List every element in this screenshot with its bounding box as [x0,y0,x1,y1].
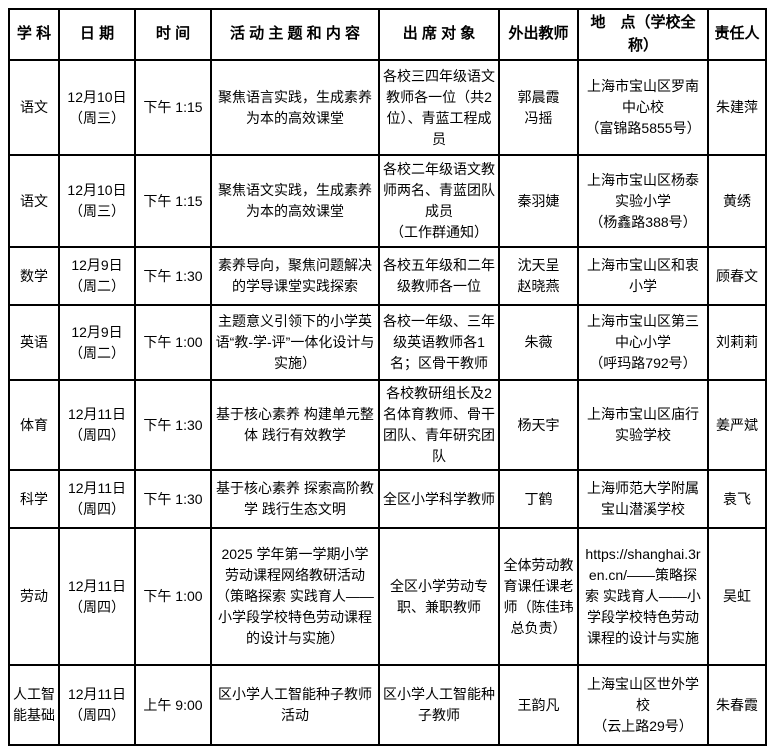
cell-location: 上海宝山区世外学校 （云上路29号） [577,664,709,746]
cell-date: 12月9日 （周二） [58,246,136,306]
cell-date: 12月11日 （周四） [58,379,136,471]
cell-teachers: 杨天宇 [498,379,579,471]
cell-attendees: 区小学人工智能种子教师 [378,664,500,746]
cell-subject: 英语 [8,304,60,381]
cell-attendees: 各校二年级语文教师两名、青蓝团队成员 （工作群通知） [378,154,500,248]
table-row: 语文 12月10日 （周三） 下午 1:15 聚焦语文实践，生成素养为本的高效课… [8,154,767,248]
cell-time: 下午 1:30 [134,379,212,471]
table-row: 语文 12月10日 （周三） 下午 1:15 聚焦语言实践，生成素养为本的高效课… [8,59,767,156]
table-row: 体育 12月11日 （周四） 下午 1:30 基于核心素养 构建单元整体 践行有… [8,379,767,471]
cell-date: 12月11日 （周四） [58,664,136,746]
cell-location: 上海市宝山区杨泰实验小学 （杨鑫路388号） [577,154,709,248]
cell-activity: 基于核心素养 探索高阶教学 践行生态文明 [210,469,380,529]
cell-time: 下午 1:30 [134,469,212,529]
cell-teachers: 王韵凡 [498,664,579,746]
cell-location: 上海市宝山区第三中心小学 （呼玛路792号） [577,304,709,381]
cell-activity: 基于核心素养 构建单元整体 践行有效教学 [210,379,380,471]
cell-subject: 语文 [8,154,60,248]
page: 学 科 日 期 时 间 活 动 主 题 和 内 容 出 席 对 象 外出教师 地… [8,8,767,746]
cell-responsible: 黄绣 [707,154,767,248]
header-date: 日 期 [58,8,136,61]
table-row: 英语 12月9日 （周二） 下午 1:00 主题意义引领下的小学英语“教-学-评… [8,304,767,381]
cell-time: 下午 1:00 [134,527,212,666]
cell-activity: 2025 学年第一学期小学劳动课程网络教研活动（策略探索 实践育人——小学段学校… [210,527,380,666]
cell-teachers: 沈天呈 赵晓燕 [498,246,579,306]
cell-attendees: 各校一年级、三年级英语教师各1名；区骨干教师 [378,304,500,381]
schedule-table: 学 科 日 期 时 间 活 动 主 题 和 内 容 出 席 对 象 外出教师 地… [8,8,767,746]
table-row: 数学 12月9日 （周二） 下午 1:30 素养导向，聚焦问题解决的学导课堂实践… [8,246,767,306]
cell-teachers: 朱薇 [498,304,579,381]
header-row: 学 科 日 期 时 间 活 动 主 题 和 内 容 出 席 对 象 外出教师 地… [8,8,767,61]
header-activity: 活 动 主 题 和 内 容 [210,8,380,61]
cell-responsible: 朱春霞 [707,664,767,746]
header-responsible: 责任人 [707,8,767,61]
cell-teachers: 郭晨霞 冯摇 [498,59,579,156]
cell-subject: 语文 [8,59,60,156]
header-subject: 学 科 [8,8,60,61]
cell-location: 上海市宝山区罗南中心校 （富锦路5855号） [577,59,709,156]
table-row: 人工智能基础 12月11日 （周四） 上午 9:00 区小学人工智能种子教师活动… [8,664,767,746]
header-attendees: 出 席 对 象 [378,8,500,61]
cell-subject: 体育 [8,379,60,471]
cell-responsible: 刘莉莉 [707,304,767,381]
cell-activity: 主题意义引领下的小学英语“教-学-评”一体化设计与实施） [210,304,380,381]
cell-attendees: 各校三四年级语文教师各一位（共2位）、青蓝工程成员 [378,59,500,156]
cell-date: 12月11日 （周四） [58,527,136,666]
cell-time: 下午 1:00 [134,304,212,381]
cell-attendees: 全区小学劳动专职、兼职教师 [378,527,500,666]
cell-attendees: 各校教研组长及2名体育教师、骨干团队、青年研究团队 [378,379,500,471]
table-row: 科学 12月11日 （周四） 下午 1:30 基于核心素养 探索高阶教学 践行生… [8,469,767,529]
cell-attendees: 全区小学科学教师 [378,469,500,529]
cell-time: 下午 1:15 [134,59,212,156]
cell-location: 上海市宝山区和衷小学 [577,246,709,306]
header-location: 地 点（学校全称） [577,8,709,61]
cell-responsible: 姜严斌 [707,379,767,471]
cell-activity: 素养导向，聚焦问题解决的学导课堂实践探索 [210,246,380,306]
cell-date: 12月10日 （周三） [58,154,136,248]
cell-teachers: 全体劳动教育课任课老师（陈佳玮总负责） [498,527,579,666]
cell-subject: 劳动 [8,527,60,666]
header-time: 时 间 [134,8,212,61]
cell-responsible: 朱建萍 [707,59,767,156]
cell-location: 上海师范大学附属宝山潜溪学校 [577,469,709,529]
cell-time: 上午 9:00 [134,664,212,746]
cell-date: 12月9日 （周二） [58,304,136,381]
cell-time: 下午 1:15 [134,154,212,248]
cell-responsible: 吴虹 [707,527,767,666]
cell-date: 12月10日 （周三） [58,59,136,156]
cell-activity: 聚焦语文实践，生成素养为本的高效课堂 [210,154,380,248]
header-teachers: 外出教师 [498,8,579,61]
cell-responsible: 袁飞 [707,469,767,529]
cell-teachers: 秦羽婕 [498,154,579,248]
cell-time: 下午 1:30 [134,246,212,306]
cell-activity: 区小学人工智能种子教师活动 [210,664,380,746]
table-row: 劳动 12月11日 （周四） 下午 1:00 2025 学年第一学期小学劳动课程… [8,527,767,666]
cell-subject: 数学 [8,246,60,306]
cell-date: 12月11日 （周四） [58,469,136,529]
cell-location: https://shanghai.3ren.cn/——策略探索 实践育人——小学… [577,527,709,666]
cell-location: 上海市宝山区庙行实验学校 [577,379,709,471]
cell-attendees: 各校五年级和二年级教师各一位 [378,246,500,306]
cell-teachers: 丁鹤 [498,469,579,529]
cell-responsible: 顾春文 [707,246,767,306]
cell-activity: 聚焦语言实践，生成素养为本的高效课堂 [210,59,380,156]
cell-subject: 科学 [8,469,60,529]
cell-subject: 人工智能基础 [8,664,60,746]
